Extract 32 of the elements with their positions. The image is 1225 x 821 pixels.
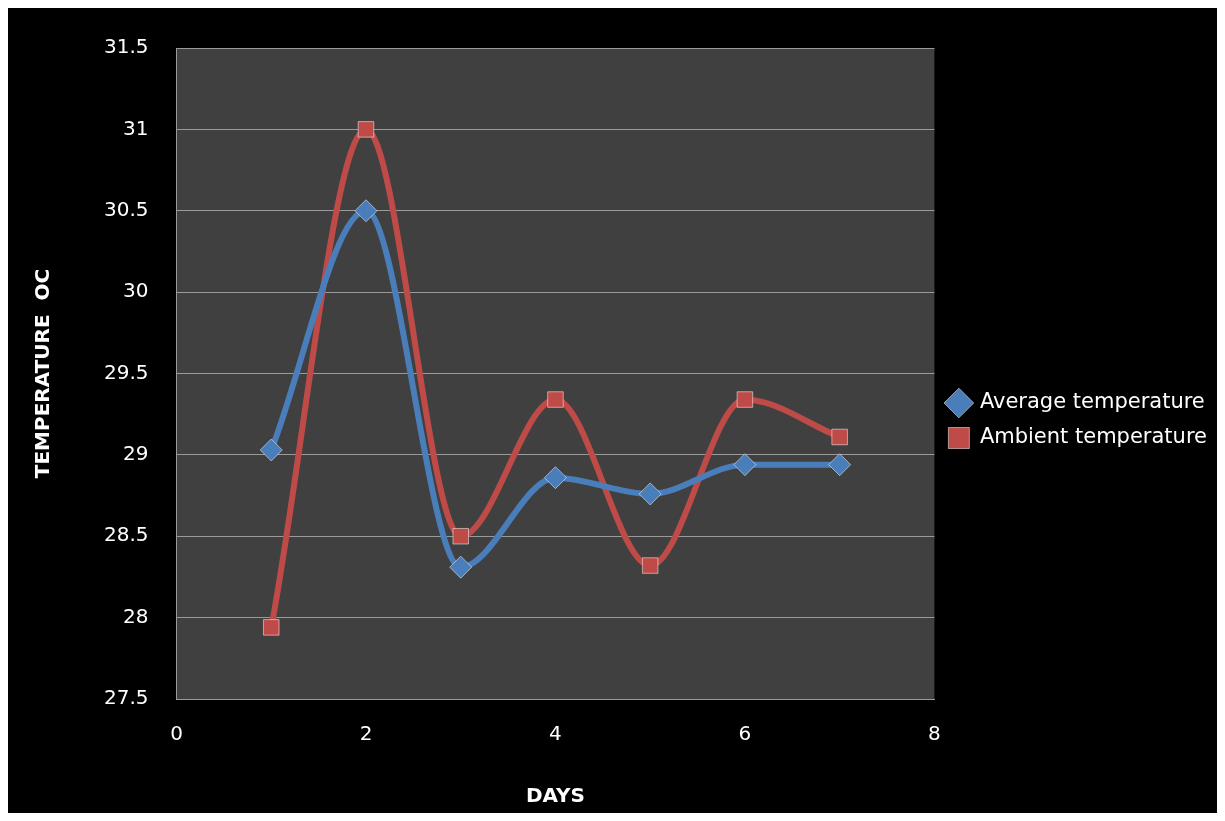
point [354,199,378,223]
point [733,453,757,477]
x-tick-label: 2 [359,721,373,746]
y-tick-label: 31 [123,115,149,140]
y-tick-label: 30.5 [104,196,149,221]
x-tick-label: 4 [549,721,562,746]
point [449,555,473,579]
point [259,438,283,462]
y-tick-label: 29 [123,441,149,466]
y-tick-label: 29.5 [104,359,149,384]
y-tick-label: 31.5 [104,34,149,59]
y-tick-label: 28 [123,603,149,628]
point [638,482,662,506]
x-axis-title: DAYS [525,783,585,808]
y-axis-title: TEMPERATURE OC [30,268,55,479]
point [357,121,375,138]
point [262,619,280,636]
point [736,391,754,408]
point [547,391,564,408]
x-tick-label: 6 [738,721,752,746]
point [641,557,659,574]
x-tick-label: 8 [928,721,941,746]
y-tick-label: 28.5 [104,522,149,547]
point [831,428,848,446]
point [543,466,567,490]
y-tick-label: 30 [123,278,149,303]
x-tick-label: 0 [170,721,183,746]
legend-label: Average temperature [979,389,1205,414]
point [452,527,469,545]
legend-label: Ambient temperature [979,424,1207,449]
point [828,453,852,477]
y-tick-label: 27.5 [104,685,149,710]
